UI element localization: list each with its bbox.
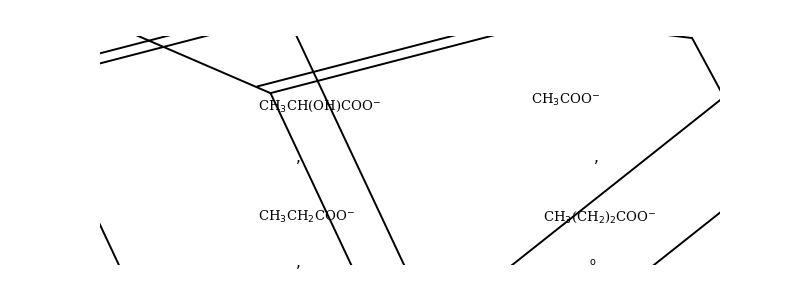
Text: CH$_3$COO$^{-}$: CH$_3$COO$^{-}$ (531, 92, 600, 108)
Text: CH$_3$CH(OH)COO$^{-}$: CH$_3$CH(OH)COO$^{-}$ (258, 99, 382, 114)
Text: CH$_3$CH$_2$COO$^{-}$: CH$_3$CH$_2$COO$^{-}$ (258, 209, 355, 225)
Text: CH$_3$(CH$_2$)$_2$COO$^{-}$: CH$_3$(CH$_2$)$_2$COO$^{-}$ (543, 209, 657, 225)
Text: o: o (590, 257, 596, 267)
Text: ,: , (296, 255, 301, 270)
Text: ,: , (594, 150, 598, 165)
Text: N: N (658, 0, 668, 2)
Text: ,: , (296, 150, 301, 165)
Text: N: N (373, 0, 383, 2)
